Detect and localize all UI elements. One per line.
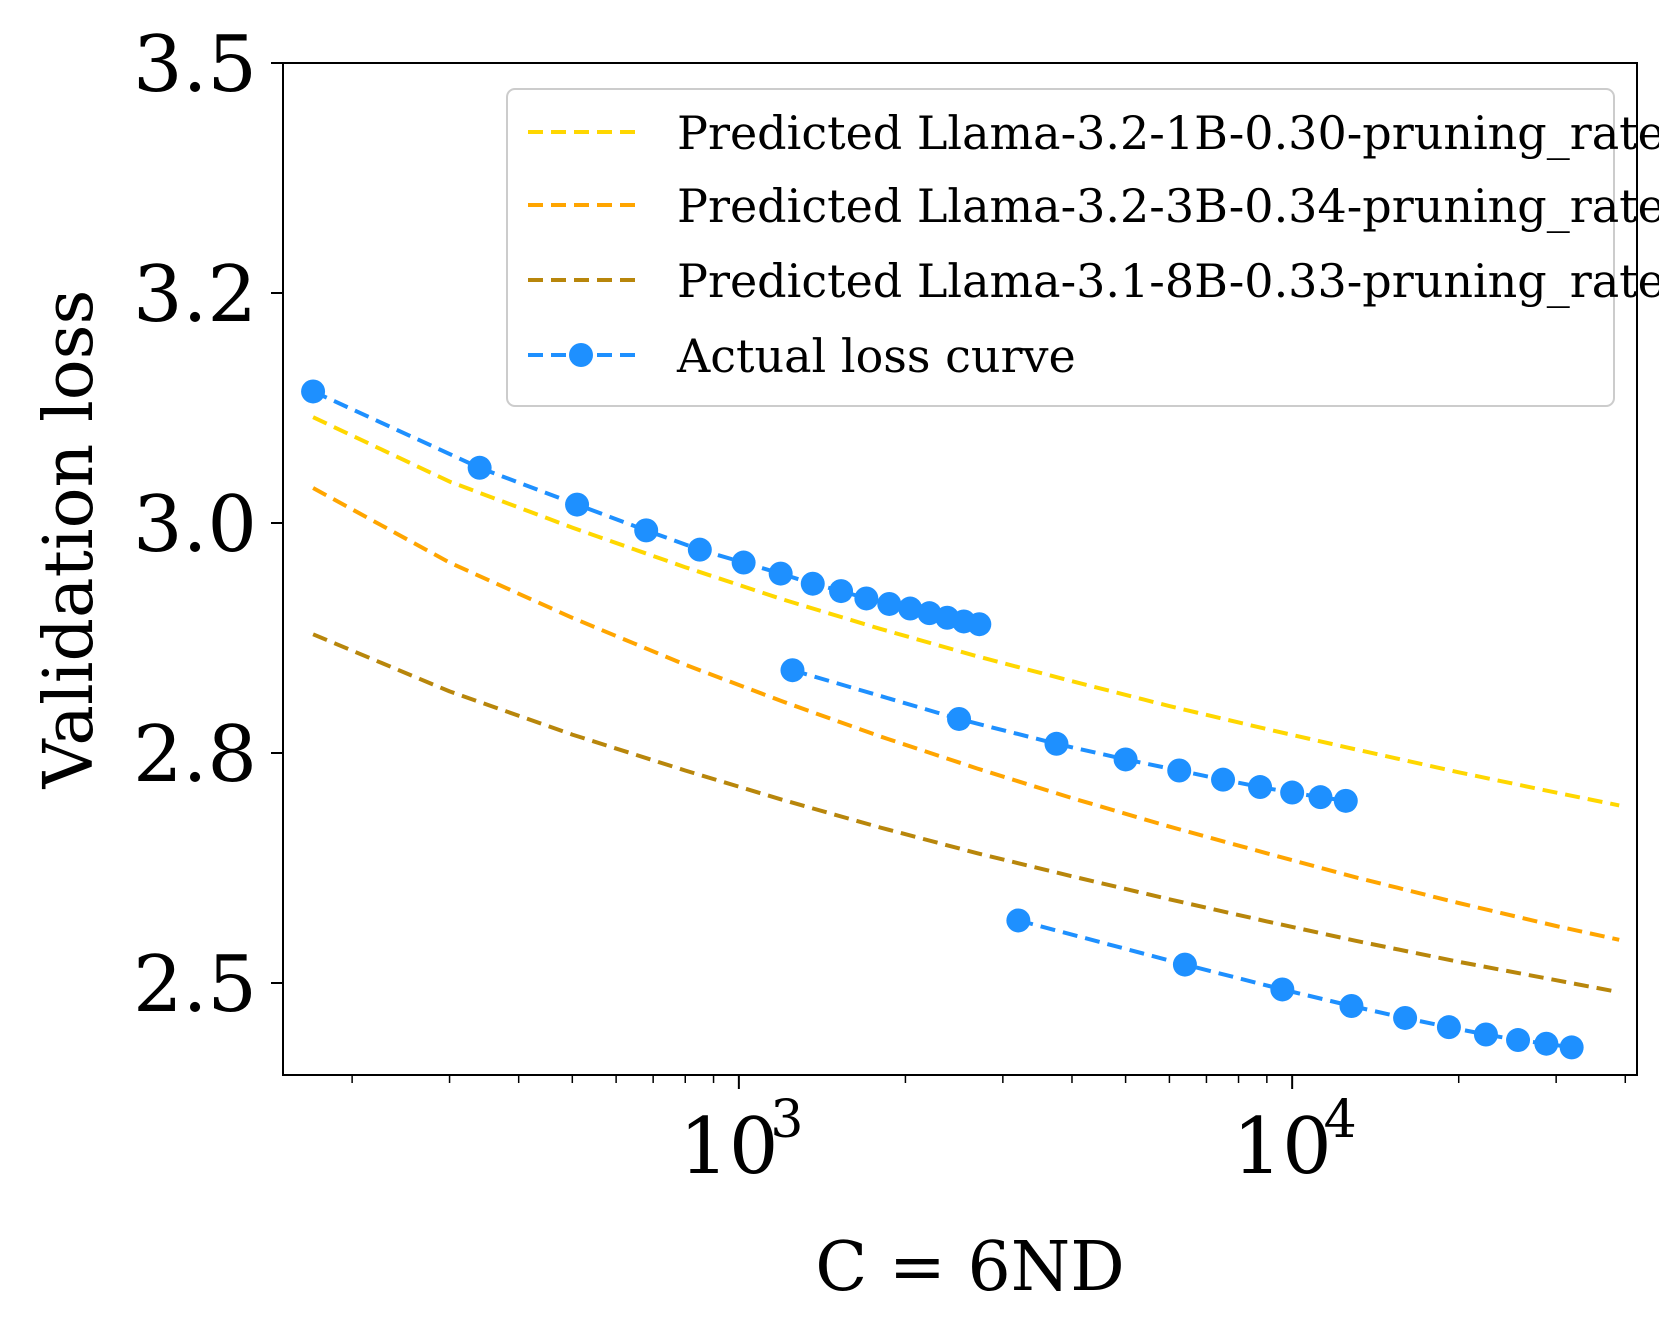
actual-loss-point [1506,1028,1531,1053]
actual-loss-point [301,379,326,404]
legend-label: Predicted Llama-3.1-8B-0.33-pruning_rate [677,254,1659,308]
y-tick-label: 3.5 [133,20,257,110]
actual-loss-point [800,571,825,596]
actual-loss-point [1393,1005,1418,1030]
actual-loss-point [1333,788,1358,813]
actual-loss-point [854,586,879,611]
actual-loss-point [1559,1035,1584,1060]
actual-loss-point [768,561,793,586]
predicted-curve [312,632,1620,995]
predicted-curve [312,415,1620,808]
actual-loss-point [1270,977,1295,1002]
actual-loss-point [1044,731,1069,756]
actual-loss-line [1017,918,1572,1050]
y-tick-label: 2.8 [133,710,257,800]
actual-loss-point [1113,747,1138,772]
x-tick-label: 10 [679,1102,778,1192]
legend-marker [569,343,593,367]
actual-loss-point [467,455,492,480]
actual-loss-point [829,579,854,604]
actual-loss-point [634,518,659,543]
series-layer [301,379,1620,1060]
actual-loss-point [1473,1022,1498,1047]
x-tick-label: 10 [1233,1102,1332,1192]
actual-loss-point [1211,767,1236,792]
actual-loss-point [1006,908,1031,933]
actual-loss-point [687,537,712,562]
plot-frame [282,62,1638,1076]
actual-loss-point [565,492,590,517]
x-tick-exponent: 3 [770,1090,803,1150]
actual-loss-line [312,389,980,627]
actual-loss-point [877,591,902,616]
legend: Predicted Llama-3.2-1B-0.30-pruning_rate… [506,88,1659,407]
x-tick-exponent: 4 [1324,1090,1357,1150]
legend-label: Predicted Llama-3.2-1B-0.30-pruning_rate [677,106,1659,160]
legend-label: Actual loss curve [676,329,1076,383]
actual-loss-point [1308,785,1333,810]
legend-label: Predicted Llama-3.2-3B-0.34-pruning_rate [677,179,1659,233]
actual-loss-point [1172,952,1197,977]
predicted-curve [312,486,1620,942]
actual-loss-point [1167,758,1192,783]
legend-box [506,88,1615,407]
y-tick-label: 3.0 [133,480,257,570]
y-tick-label: 3.2 [133,250,257,340]
actual-loss-point [780,658,805,683]
actual-loss-point [1280,780,1305,805]
y-axis-label: Validation loss [30,290,109,790]
actual-loss-point [1339,994,1364,1018]
actual-loss-point [1436,1015,1461,1040]
actual-loss-point [967,612,992,637]
actual-loss-point [947,706,972,731]
x-axis-label: C = 6ND [815,1228,1125,1307]
actual-loss-point [1534,1031,1559,1056]
actual-loss-point [898,596,923,621]
actual-loss-line [791,668,1347,803]
actual-loss-point [1248,775,1273,800]
y-tick-label: 2.5 [133,940,257,1030]
actual-loss-point [731,550,756,575]
